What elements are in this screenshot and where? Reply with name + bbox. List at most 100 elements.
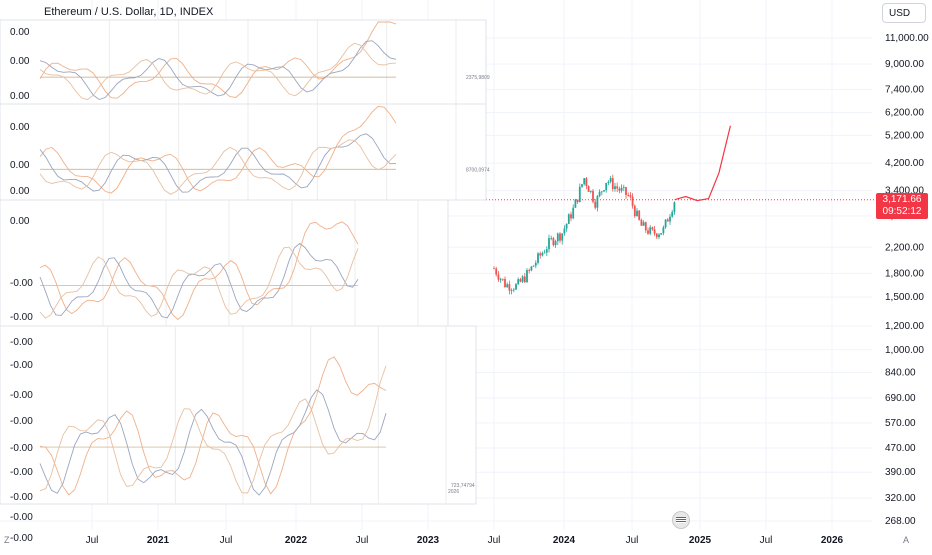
candle-body bbox=[673, 202, 676, 212]
x-tick-label: Jul bbox=[626, 535, 639, 546]
candle-body bbox=[600, 191, 603, 193]
candle-body bbox=[548, 238, 550, 250]
fractal-line bbox=[39, 42, 397, 101]
candle-body bbox=[649, 227, 652, 234]
y-tick-label: 6,200.00 bbox=[885, 108, 924, 119]
candle-body bbox=[585, 178, 588, 187]
overlay-y-label: 0.00 bbox=[10, 56, 30, 67]
x-tick-label: Jul bbox=[86, 535, 99, 546]
overlay-annotation: 8700,0974 bbox=[466, 167, 490, 173]
candle-body bbox=[495, 268, 498, 275]
candle-body bbox=[627, 194, 630, 196]
overlay-y-label: -0.00 bbox=[10, 312, 33, 323]
last-price-label: 3,171.66 09:52:12 bbox=[876, 193, 928, 219]
y-tick-label: 11,000.00 bbox=[885, 33, 929, 44]
candle-body bbox=[574, 199, 577, 208]
candle-body bbox=[517, 279, 520, 285]
x-tick-label: 2025 bbox=[689, 535, 712, 546]
candle-body bbox=[638, 210, 641, 220]
overlay-y-label: 0.00 bbox=[10, 186, 30, 197]
y-tick-label: 2,200.00 bbox=[885, 242, 924, 253]
fractal-line bbox=[39, 221, 359, 321]
candle-body bbox=[640, 219, 643, 226]
y-tick-label: 690.00 bbox=[885, 393, 916, 404]
fractal-line bbox=[39, 139, 397, 195]
x-tick-label: Jul bbox=[220, 535, 233, 546]
candle-body bbox=[534, 262, 537, 266]
candle-body bbox=[642, 222, 645, 226]
candle-body bbox=[592, 190, 594, 202]
overlay-y-label: -0.00 bbox=[10, 278, 33, 289]
x-tick-label: 2026 bbox=[821, 535, 844, 546]
x-tick-label: 2024 bbox=[553, 535, 576, 546]
last-price-value: 3,171.66 bbox=[882, 194, 922, 205]
overlay-y-label: 0.00 bbox=[10, 122, 30, 133]
candle-body bbox=[550, 238, 553, 239]
overlay-pane[interactable] bbox=[0, 199, 449, 327]
candle-body bbox=[521, 276, 524, 282]
candle-body bbox=[583, 178, 586, 185]
candle-body bbox=[559, 233, 561, 241]
candle-body bbox=[526, 270, 528, 283]
candle-body bbox=[609, 178, 612, 182]
candle-body bbox=[651, 227, 654, 230]
symbol-title: Ethereum / U.S. Dollar, 1D, INDEX bbox=[44, 6, 214, 18]
overlay-annotation: 2375,9809 bbox=[466, 75, 490, 81]
candle-body bbox=[658, 234, 660, 238]
candle-body bbox=[660, 233, 663, 235]
overlay-y-label: 0.00 bbox=[10, 27, 30, 38]
y-tick-label: 1,800.00 bbox=[885, 268, 924, 279]
candle-body bbox=[570, 214, 572, 219]
overlay-y-label: -0.00 bbox=[10, 360, 33, 371]
candle-body bbox=[611, 178, 614, 190]
candle-body bbox=[669, 216, 671, 222]
auto-scale-button[interactable]: A bbox=[903, 535, 910, 545]
candle-body bbox=[554, 241, 557, 246]
candle-body bbox=[629, 195, 632, 197]
fractal-line bbox=[39, 105, 397, 194]
candle-body bbox=[603, 190, 605, 192]
overlay-pane[interactable] bbox=[0, 325, 477, 505]
candle-body bbox=[567, 214, 570, 224]
fractal-line bbox=[39, 389, 387, 496]
overlay-pane[interactable] bbox=[0, 103, 487, 201]
overlay-annotation: 723,74794 bbox=[451, 483, 475, 489]
us-flag-icon[interactable] bbox=[672, 511, 690, 529]
overlay-y-label: -0.00 bbox=[10, 416, 33, 427]
candle-body bbox=[561, 233, 564, 241]
x-tick-label: 2023 bbox=[417, 535, 440, 546]
bar-countdown: 09:52:12 bbox=[882, 206, 922, 217]
overlay-y-label: 0.00 bbox=[10, 160, 30, 171]
fractal-line bbox=[39, 365, 387, 494]
candle-body bbox=[647, 230, 649, 234]
candle-body bbox=[605, 182, 608, 191]
candle-body bbox=[596, 196, 599, 208]
candle-body bbox=[594, 201, 597, 208]
overlay-pane[interactable] bbox=[0, 19, 487, 105]
candle-body bbox=[622, 187, 625, 188]
candle-body bbox=[504, 279, 506, 288]
overlay-annotation: 2026 bbox=[448, 489, 459, 495]
candle-body bbox=[523, 276, 526, 283]
candle-body bbox=[506, 284, 509, 288]
candle-body bbox=[614, 186, 616, 190]
candle-body bbox=[512, 289, 515, 291]
overlay-y-label: -0.00 bbox=[10, 443, 33, 454]
x-tick-label: Jul bbox=[488, 535, 501, 546]
currency-button[interactable]: USD bbox=[882, 3, 926, 23]
fractal-line bbox=[39, 21, 397, 99]
candle-body bbox=[598, 191, 601, 197]
overlay-y-label: -0.00 bbox=[10, 390, 33, 401]
candle-body bbox=[537, 253, 539, 263]
candle-body bbox=[519, 279, 522, 282]
fractal-line bbox=[39, 246, 359, 319]
overlay-y-label: -0.00 bbox=[10, 467, 33, 478]
y-tick-label: 390.00 bbox=[885, 467, 916, 478]
candle-body bbox=[618, 188, 621, 191]
candle-body bbox=[633, 205, 636, 217]
candle-body bbox=[497, 274, 500, 280]
timezone-button[interactable]: Z bbox=[4, 535, 10, 545]
candle-body bbox=[539, 253, 542, 256]
